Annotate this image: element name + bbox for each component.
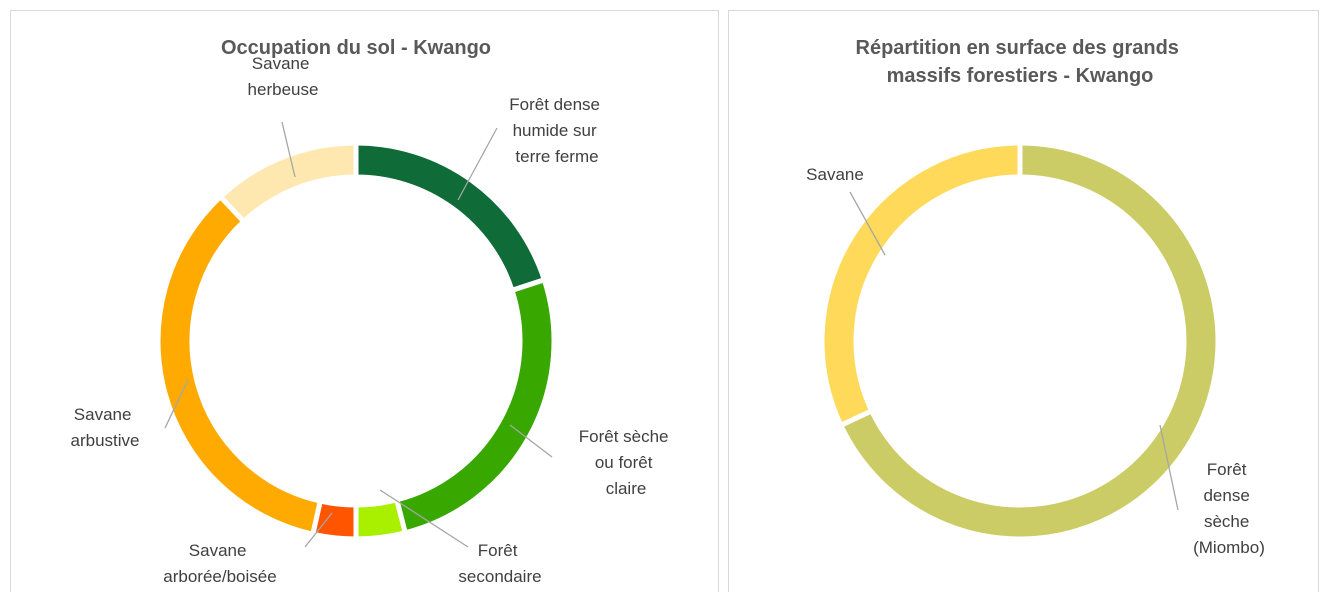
donut-slice (837, 140, 1221, 542)
leader-line (379, 489, 469, 548)
slice-label: Savane (806, 165, 864, 184)
leader-line (281, 121, 296, 178)
leader-line (849, 191, 886, 256)
chart-title: Occupation du sol - Kwango (221, 37, 491, 59)
slice-label: Forêt dense sèche (Miombo) (1193, 460, 1265, 557)
slice-label: Forêt dense humide sur terre ferme (509, 95, 604, 166)
slice-label: Savane arborée/boisée (163, 541, 276, 586)
leader-line (1159, 424, 1179, 511)
leader-line (509, 424, 553, 458)
slice-label: Savane arbustive (71, 405, 140, 450)
slice-label: Forêt sèche ou forêt claire (579, 427, 674, 498)
leader-line (457, 127, 498, 201)
slice-label: Savane herbeuse (248, 54, 319, 99)
panel-border (10, 10, 719, 592)
donut-slice (393, 276, 557, 536)
donut-slice (353, 496, 409, 542)
chart-title: Répartition en surface des grands massif… (856, 37, 1185, 87)
donut-slice (155, 193, 324, 538)
donut-slice (819, 140, 1023, 429)
slice-label: Forêt secondaire (458, 541, 541, 586)
leader-line (164, 379, 189, 429)
panel-border (728, 10, 1319, 592)
leader-line (304, 512, 333, 548)
donut-slice (216, 140, 359, 225)
